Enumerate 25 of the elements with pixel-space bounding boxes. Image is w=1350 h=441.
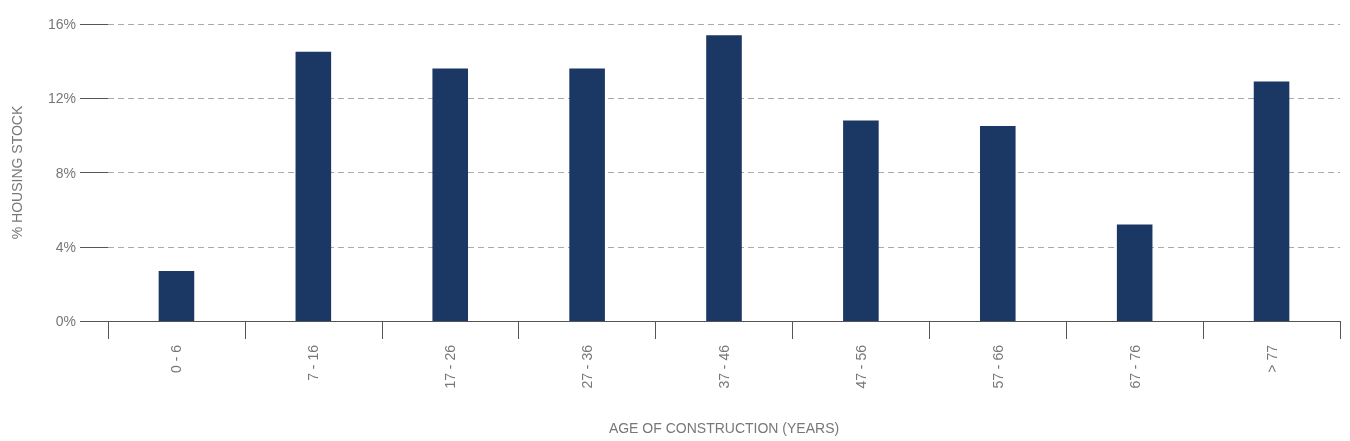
bar — [295, 51, 332, 321]
y-tick-label: 16% — [47, 16, 76, 32]
y-axis-title: % HOUSING STOCK — [9, 105, 25, 240]
bar — [432, 68, 469, 321]
x-tick-label: 7 - 16 — [305, 344, 322, 381]
y-tick-label: 4% — [55, 238, 76, 255]
bar — [1253, 81, 1290, 321]
x-tick-label: 37 - 46 — [716, 344, 732, 389]
bar — [158, 270, 195, 321]
x-tick-label: 27 - 36 — [579, 344, 596, 389]
y-tick-label: 8% — [55, 164, 76, 181]
y-tick-label: 12% — [47, 90, 76, 107]
bar — [979, 126, 1016, 321]
bar — [1116, 224, 1153, 321]
x-tick-label: > 77 — [1263, 344, 1280, 373]
x-tick-label: 0 - 6 — [168, 344, 185, 374]
x-tick-label: 57 - 66 — [989, 344, 1006, 389]
bar — [706, 35, 742, 321]
x-tick-label: 47 - 56 — [852, 344, 869, 389]
x-axis-title: AGE OF CONSTRUCTION (YEARS) — [608, 420, 840, 436]
bar — [569, 68, 605, 321]
y-tick-label: 0% — [55, 313, 76, 329]
x-tick-label: 17 - 26 — [442, 344, 459, 389]
bar — [843, 120, 879, 321]
x-tick-label: 67 - 76 — [1126, 344, 1143, 389]
